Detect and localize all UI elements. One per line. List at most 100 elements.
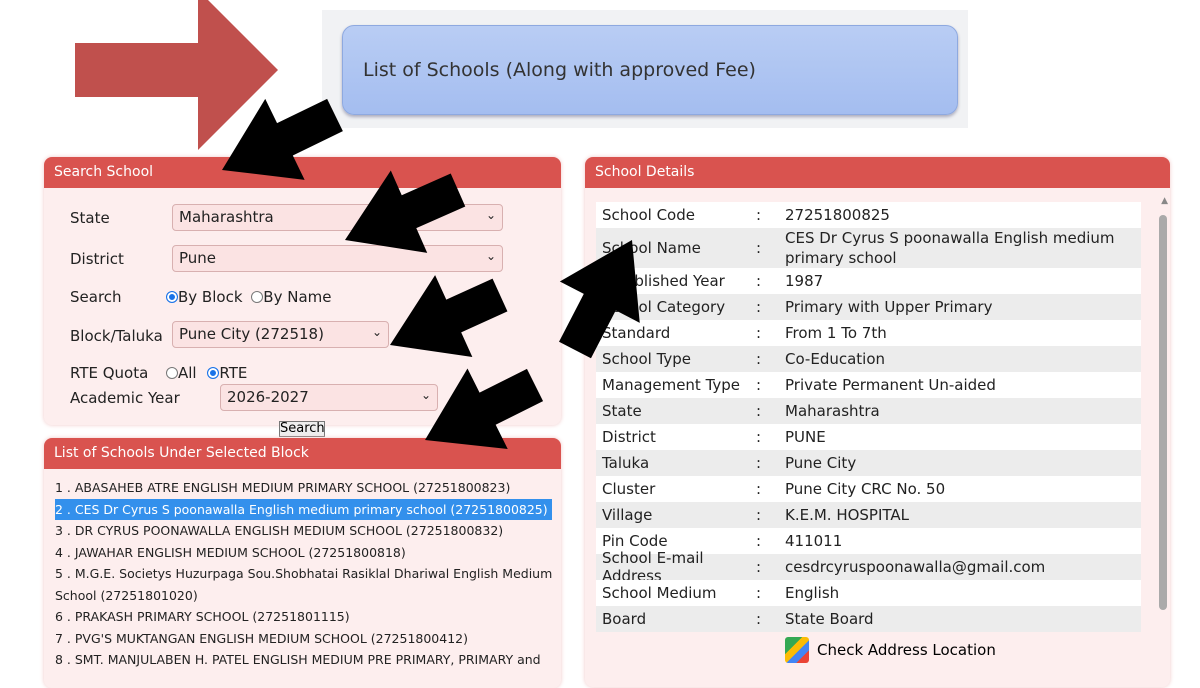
school-list: 1 . ABASAHEB ATRE ENGLISH MEDIUM PRIMARY… xyxy=(44,469,561,671)
school-list-panel: List of Schools Under Selected Block 1 .… xyxy=(44,438,561,688)
panel-title: School Details xyxy=(585,157,1170,188)
detail-label: Established Year xyxy=(602,272,725,290)
by-block-label: By Block xyxy=(178,288,243,306)
detail-separator: : xyxy=(756,206,762,224)
state-select[interactable]: Maharashtra ⌄ xyxy=(172,204,503,231)
detail-label: State xyxy=(602,402,642,420)
detail-row: School Category: Primary with Upper Prima… xyxy=(596,294,1141,320)
state-value: Maharashtra xyxy=(179,208,274,226)
year-label: Academic Year xyxy=(70,389,180,407)
detail-value: Primary with Upper Primary xyxy=(785,298,993,316)
school-list-item[interactable]: 7 . PVG'S MUKTANGAN ENGLISH MEDIUM SCHOO… xyxy=(55,630,468,646)
detail-row: Taluka: Pune City xyxy=(596,450,1141,476)
search-by-group: By Block By Name xyxy=(166,288,332,306)
detail-separator: : xyxy=(756,350,762,368)
banner: List of Schools (Along with approved Fee… xyxy=(322,10,968,128)
detail-row: School Medium: English xyxy=(596,580,1141,606)
detail-value: Pune City CRC No. 50 xyxy=(785,480,946,498)
school-details-panel: School Details School Code:27251800825 Sc… xyxy=(585,157,1170,687)
detail-separator: : xyxy=(756,584,762,602)
detail-value: 27251800825 xyxy=(785,206,890,224)
detail-label: School Category xyxy=(602,298,726,316)
block-label: Block/Taluka xyxy=(70,327,163,345)
block-value: Pune City (272518) xyxy=(179,325,324,343)
detail-value: cesdrcyruspoonawalla@gmail.com xyxy=(785,558,1046,576)
school-list-item[interactable]: 5 . M.G.E. Societys Huzurpaga Sou.Shobha… xyxy=(55,566,553,603)
detail-separator: : xyxy=(756,272,762,290)
school-list-item[interactable]: 4 . JAWAHAR ENGLISH MEDIUM SCHOOL (27251… xyxy=(55,544,406,560)
panel-title: Search School xyxy=(44,157,561,188)
detail-separator: : xyxy=(756,324,762,342)
school-list-item[interactable]: 1 . ABASAHEB ATRE ENGLISH MEDIUM PRIMARY… xyxy=(55,480,511,495)
year-select[interactable]: 2026-2027 ⌄ xyxy=(220,384,438,411)
detail-row: Pin Code: 411011 xyxy=(596,528,1141,554)
detail-label: School Code xyxy=(602,206,695,224)
detail-value: 411011 xyxy=(785,532,843,550)
detail-label: Pin Code xyxy=(602,532,668,550)
chevron-down-icon: ⌄ xyxy=(485,249,496,263)
detail-label: District xyxy=(602,428,656,446)
chevron-down-icon: ⌄ xyxy=(485,208,496,222)
school-list-item[interactable]: 6 . PRAKASH PRIMARY SCHOOL (27251801115) xyxy=(55,609,350,624)
by-name-label: By Name xyxy=(263,288,332,306)
detail-row: Village: K.E.M. HOSPITAL xyxy=(596,502,1141,528)
check-address-link[interactable]: Check Address Location xyxy=(785,637,996,663)
rte-rte-label: RTE xyxy=(219,364,248,382)
detail-value: Co-Education xyxy=(785,350,886,368)
detail-separator: : xyxy=(756,298,762,316)
detail-label: Management Type xyxy=(602,376,741,394)
rte-all-label: All xyxy=(178,364,197,382)
school-list-item[interactable]: 8 . SMT. MANJULABEN H. PATEL ENGLISH MED… xyxy=(55,652,541,667)
detail-label: Cluster xyxy=(602,480,656,498)
by-block-radio[interactable] xyxy=(166,291,178,303)
detail-value: English xyxy=(785,584,840,602)
detail-label: Village xyxy=(602,506,653,524)
rte-group: All RTE xyxy=(166,364,247,382)
by-name-radio[interactable] xyxy=(251,291,264,303)
detail-label: Taluka xyxy=(602,454,650,472)
detail-value: State Board xyxy=(785,610,874,628)
scroll-up-icon[interactable]: ▲ xyxy=(1161,196,1168,206)
detail-separator: : xyxy=(756,610,762,628)
detail-row: School Name: CES Dr Cyrus S poonawalla En… xyxy=(596,228,1141,268)
state-label: State xyxy=(70,209,110,227)
rte-label: RTE Quota xyxy=(70,364,149,382)
school-list-item[interactable]: 3 . DR CYRUS POONAWALLA ENGLISH MEDIUM S… xyxy=(55,523,504,538)
detail-value: PUNE xyxy=(785,428,826,446)
detail-row: Cluster: Pune City CRC No. 50 xyxy=(596,476,1141,502)
detail-value: From 1 To 7th xyxy=(785,324,887,342)
chevron-down-icon: ⌄ xyxy=(371,325,382,339)
detail-separator: : xyxy=(756,480,762,498)
detail-row: School Code: 27251800825 xyxy=(596,202,1141,228)
detail-value: Pune City xyxy=(785,454,857,472)
rte-all-radio[interactable] xyxy=(166,367,178,379)
detail-row: School Type: Co-Education xyxy=(596,346,1141,372)
chevron-down-icon: ⌄ xyxy=(420,388,431,402)
detail-value: 1987 xyxy=(785,272,824,290)
detail-label: School Name xyxy=(602,239,701,257)
detail-separator: : xyxy=(756,428,762,446)
detail-row: District: PUNE xyxy=(596,424,1141,450)
panel-title: List of Schools Under Selected Block xyxy=(44,438,561,469)
detail-row: Established Year: 1987 xyxy=(596,268,1141,294)
detail-separator: : xyxy=(756,454,762,472)
check-address-label: Check Address Location xyxy=(817,641,996,659)
search-button[interactable]: Search xyxy=(279,421,325,437)
detail-label: Standard xyxy=(602,324,671,342)
detail-value: Private Permanent Un-aided xyxy=(785,376,996,394)
banner-title: List of Schools (Along with approved Fee… xyxy=(363,59,756,81)
year-value: 2026-2027 xyxy=(227,388,309,406)
district-value: Pune xyxy=(179,249,217,267)
district-label: District xyxy=(70,250,124,268)
detail-label: School Medium xyxy=(602,584,717,602)
district-select[interactable]: Pune ⌄ xyxy=(172,245,503,272)
school-list-item[interactable]: 2 . CES Dr Cyrus S poonawalla English me… xyxy=(55,498,552,520)
detail-label: School Type xyxy=(602,350,692,368)
list-of-schools-button[interactable]: List of Schools (Along with approved Fee… xyxy=(342,25,958,115)
detail-separator: : xyxy=(756,402,762,420)
block-select[interactable]: Pune City (272518) ⌄ xyxy=(172,321,389,348)
rte-rte-radio[interactable] xyxy=(207,367,220,379)
detail-row: Management Type: Private Permanent Un-aid… xyxy=(596,372,1141,398)
scrollbar[interactable] xyxy=(1159,215,1167,610)
search-label: Search xyxy=(70,288,122,306)
